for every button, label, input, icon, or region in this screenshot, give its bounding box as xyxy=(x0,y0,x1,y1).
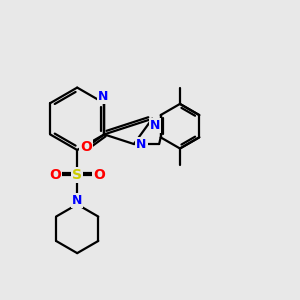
Text: N: N xyxy=(150,119,160,132)
Text: S: S xyxy=(72,168,82,182)
Text: O: O xyxy=(49,168,61,182)
Text: N: N xyxy=(98,90,108,103)
Text: N: N xyxy=(72,194,83,207)
Text: O: O xyxy=(94,168,105,182)
Text: O: O xyxy=(80,140,92,154)
Text: N: N xyxy=(136,137,146,151)
